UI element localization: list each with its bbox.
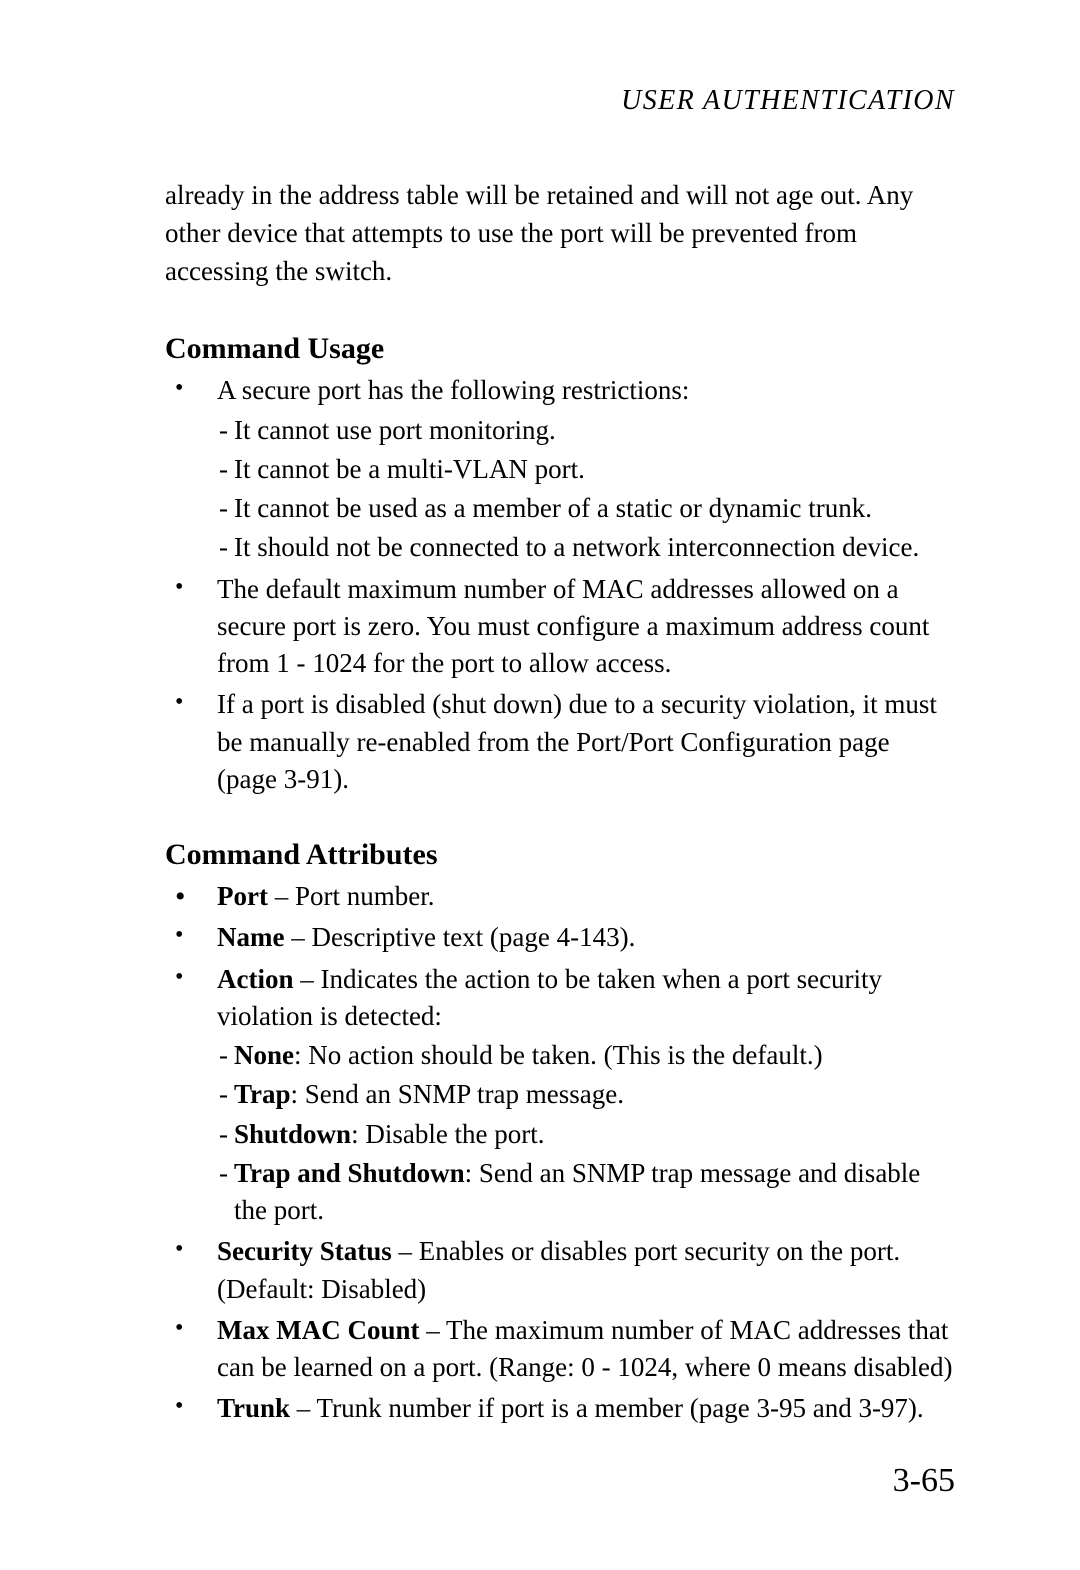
list-item: Port – Port number. <box>165 878 955 915</box>
attr-term: Security Status <box>217 1236 392 1266</box>
sub-term: Trap and Shutdown <box>234 1158 465 1188</box>
running-header-text: USER AUTHENTICATION <box>621 85 955 116</box>
attr-desc: – Trunk number if port is a member (page… <box>290 1393 924 1423</box>
sub-list-item: -Trap and Shutdown: Send an SNMP trap me… <box>217 1155 955 1230</box>
list-item-text: The default maximum number of MAC addres… <box>217 574 929 679</box>
sub-item-text: Trap and Shutdown: Send an SNMP trap mes… <box>234 1155 955 1230</box>
running-header: USER AUTHENTICATION <box>165 85 955 117</box>
sub-term: None <box>234 1040 294 1070</box>
command-usage-list: A secure port has the following restrict… <box>165 372 955 798</box>
sub-list-item: -Trap: Send an SNMP trap message. <box>217 1076 955 1113</box>
command-attributes-list: Port – Port number. Name – Descriptive t… <box>165 878 955 1428</box>
attr-term: Trunk <box>217 1393 290 1423</box>
sub-list-item: -It cannot be used as a member of a stat… <box>217 490 955 527</box>
sub-item-text: It cannot use port monitoring. <box>234 412 955 449</box>
sub-term: Shutdown <box>234 1119 351 1149</box>
sub-list: -It cannot use port monitoring. -It cann… <box>217 412 955 567</box>
sub-list-item: -None: No action should be taken. (This … <box>217 1037 955 1074</box>
list-item: The default maximum number of MAC addres… <box>165 571 955 683</box>
sub-item-text: Trap: Send an SNMP trap message. <box>234 1076 955 1113</box>
dash: - <box>219 490 234 527</box>
dash: - <box>219 1076 234 1113</box>
sub-list-item: -It cannot be a multi-VLAN port. <box>217 451 955 488</box>
page-number: 3-65 <box>893 1462 955 1500</box>
list-item-text: A secure port has the following restrict… <box>217 375 689 405</box>
intro-paragraph: already in the address table will be ret… <box>165 177 955 290</box>
attr-term: Action <box>217 964 294 994</box>
attr-desc: – Descriptive text (page 4-143). <box>284 922 635 952</box>
attr-term: Max MAC Count <box>217 1315 420 1345</box>
sub-list-item: -Shutdown: Disable the port. <box>217 1116 955 1153</box>
attr-desc: – Indicates the action to be taken when … <box>217 964 882 1031</box>
dash: - <box>219 529 234 566</box>
list-item: Trunk – Trunk number if port is a member… <box>165 1390 955 1427</box>
sub-desc: : Disable the port. <box>351 1119 544 1149</box>
sub-list-item: -It should not be connected to a network… <box>217 529 955 566</box>
sub-list-item: -It cannot use port monitoring. <box>217 412 955 449</box>
sub-desc: : No action should be taken. (This is th… <box>294 1040 823 1070</box>
sub-list: -None: No action should be taken. (This … <box>217 1037 955 1229</box>
section-heading-command-usage: Command Usage <box>165 332 955 366</box>
sub-item-text: None: No action should be taken. (This i… <box>234 1037 955 1074</box>
dash: - <box>219 1155 234 1230</box>
list-item: Name – Descriptive text (page 4-143). <box>165 919 955 956</box>
list-item-text: If a port is disabled (shut down) due to… <box>217 689 937 794</box>
sub-item-text: It should not be connected to a network … <box>234 529 955 566</box>
document-page: USER AUTHENTICATION already in the addre… <box>0 0 1080 1570</box>
dash: - <box>219 451 234 488</box>
list-item: Max MAC Count – The maximum number of MA… <box>165 1312 955 1387</box>
dash: - <box>219 412 234 449</box>
sub-item-text: It cannot be used as a member of a stati… <box>234 490 955 527</box>
attr-term: Name <box>217 922 284 952</box>
list-item: Security Status – Enables or disables po… <box>165 1233 955 1308</box>
attr-term: Port <box>217 881 268 911</box>
dash: - <box>219 1116 234 1153</box>
list-item: If a port is disabled (shut down) due to… <box>165 686 955 798</box>
attr-desc: – Port number. <box>268 881 435 911</box>
sub-item-text: It cannot be a multi-VLAN port. <box>234 451 955 488</box>
list-item: A secure port has the following restrict… <box>165 372 955 566</box>
sub-desc: : Send an SNMP trap message. <box>291 1079 624 1109</box>
dash: - <box>219 1037 234 1074</box>
sub-term: Trap <box>234 1079 291 1109</box>
list-item: Action – Indicates the action to be take… <box>165 961 955 1230</box>
sub-item-text: Shutdown: Disable the port. <box>234 1116 955 1153</box>
section-heading-command-attributes: Command Attributes <box>165 838 955 872</box>
